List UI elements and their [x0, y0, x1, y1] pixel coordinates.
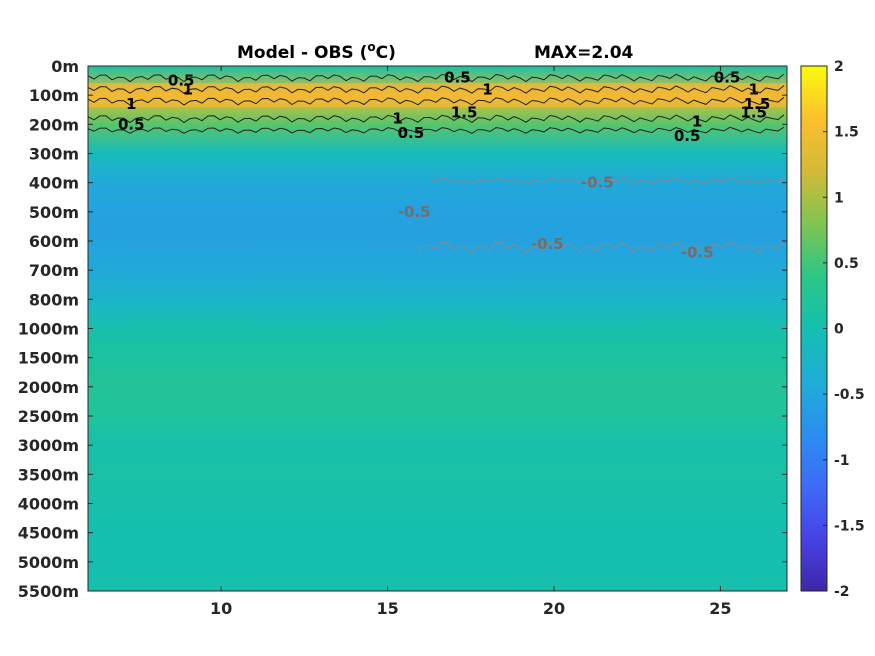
colorbar-tick-label: 1	[834, 190, 844, 206]
y-tick-label: 500m	[29, 203, 79, 222]
colorbar-tick-label: -2	[834, 584, 850, 600]
colorbar-tick-label: 0.5	[834, 256, 859, 272]
y-tick-label: 4500m	[18, 524, 79, 543]
x-tick-label: 10	[210, 599, 232, 618]
colorbar-tick-label: 0	[834, 322, 844, 338]
contour-label: 0.5	[398, 124, 425, 142]
y-tick-label: 300m	[29, 145, 79, 164]
contour-label: 1	[126, 95, 136, 113]
contour-label: -0.5	[681, 244, 714, 262]
y-tick-label: 700m	[29, 261, 79, 280]
y-tick-label: 3500m	[18, 465, 79, 484]
y-tick-label: 1500m	[18, 349, 79, 368]
contour-label: 0.5	[168, 72, 195, 90]
x-tick-label: 20	[543, 599, 565, 618]
contour-label: 1.5	[451, 104, 478, 122]
warm-band	[88, 83, 787, 108]
colorbar-tick-label: -1	[834, 453, 850, 469]
x-tick-label: 25	[709, 599, 731, 618]
contour-line-negative	[417, 240, 784, 254]
contour-label: 1	[748, 80, 758, 98]
colorbar-gradient	[800, 65, 828, 592]
y-tick-label: 5500m	[18, 582, 79, 601]
contour-line	[87, 114, 785, 124]
y-tick-label: 1000m	[18, 320, 79, 339]
contour-lines	[87, 73, 787, 254]
contour-line	[87, 126, 785, 134]
contour-label: 1.5	[744, 95, 771, 113]
contour-line	[87, 85, 785, 94]
y-tick-label: 3000m	[18, 436, 79, 455]
contour-label: 1	[183, 80, 193, 98]
colorbar: 2 1.5 1 0.5 0 -0.5 -1 -1.5 -2	[800, 59, 865, 600]
colorbar-tick-label: 1.5	[834, 125, 859, 141]
x-tick-label: 15	[376, 599, 398, 618]
contour-line	[87, 96, 785, 106]
y-axis: 0m 100m 200m 300m 400m 500m 600m 700m 800m 1000m 1…	[18, 57, 787, 601]
contour-labels: 0.510.511.50.511.51.510.5 10.510.5-0.5-0.…	[118, 69, 770, 262]
contour-line	[87, 73, 785, 83]
heatmap-field	[88, 66, 787, 591]
contour-label: 1	[482, 80, 492, 98]
contour-label: 1	[692, 112, 702, 130]
contour-label: -0.5	[581, 174, 614, 192]
y-tick-label: 2000m	[18, 378, 79, 397]
y-tick-label: 100m	[29, 86, 79, 105]
contour-label: 0.5	[118, 115, 145, 133]
contour-label: -0.5	[531, 235, 564, 253]
colorbar-tick-label: 2	[834, 59, 844, 75]
contour-line-negative	[430, 177, 786, 185]
y-tick-label: 4000m	[18, 495, 79, 514]
contour-label: 0.5	[444, 69, 471, 87]
y-tick-label: 2500m	[18, 407, 79, 426]
contour-label: 1.5	[740, 104, 767, 122]
colorbar-ticks: 2 1.5 1 0.5 0 -0.5 -1 -1.5 -2	[823, 59, 865, 600]
contour-label: 0.5	[674, 127, 701, 145]
plot-area: 0.510.511.50.511.51.510.5 10.510.5-0.5-0.…	[87, 65, 788, 592]
y-tick-label: 800m	[29, 290, 79, 309]
y-tick-label: 600m	[29, 232, 79, 251]
contour-label: 1	[392, 110, 402, 128]
y-tick-label: 400m	[29, 174, 79, 193]
max-label: MAX=2.04	[534, 43, 634, 63]
y-tick-label: 200m	[29, 115, 79, 134]
y-tick-label: 5000m	[18, 553, 79, 572]
x-axis: 10 15 20 25	[210, 66, 732, 618]
colorbar-tick-label: -1.5	[834, 518, 865, 534]
contour-label: -0.5	[398, 203, 431, 221]
colorbar-tick-label: -0.5	[834, 387, 865, 403]
chart-title: Model - OBS (oC)	[237, 40, 396, 63]
contour-label: 0.5	[714, 69, 741, 87]
y-tick-label: 0m	[51, 57, 79, 76]
